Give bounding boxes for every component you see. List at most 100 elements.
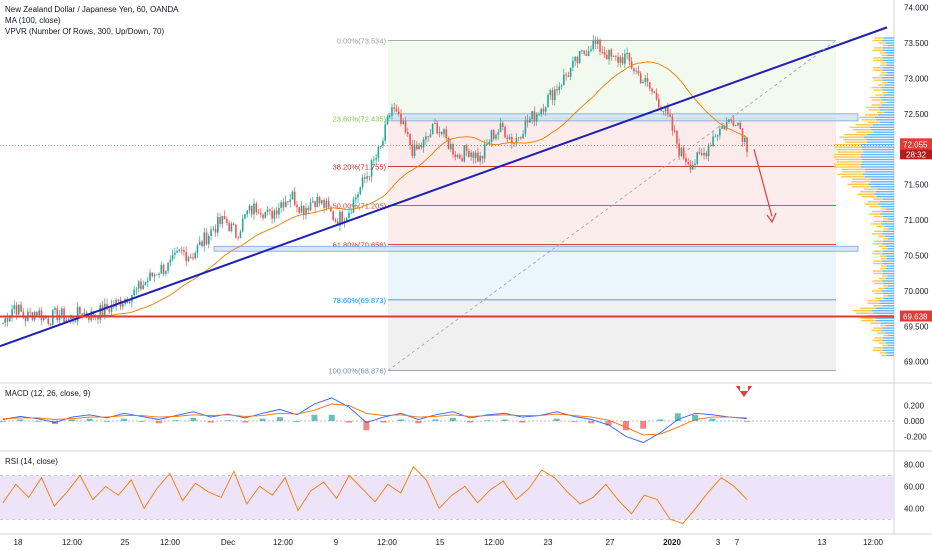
candle-body [76,306,79,322]
vp-up-bar [880,64,887,66]
fib-zone [388,244,836,300]
vp-up-bar [860,307,876,309]
candle-body [151,272,154,277]
candle-body [721,125,723,129]
macd-tick-label: -0.200 [904,432,927,441]
macd-histogram-bar [674,413,681,421]
candle-body [678,143,680,156]
vp-down-bar [879,109,894,111]
candle-body [703,152,705,156]
candle-body [20,304,22,312]
candle-body [576,56,579,63]
candle-body [646,78,649,83]
vp-up-bar [834,163,861,166]
vp-up-bar [845,141,868,143]
candle-body [257,212,260,214]
candle-body [463,145,466,162]
candle-body [192,257,194,259]
vp-up-bar [873,89,883,91]
candle-body [357,194,359,198]
candle-body [633,68,635,72]
vp-up-bar [869,96,881,99]
price-tick-label: 71.500 [904,181,929,190]
vp-up-bar [871,210,882,213]
vp-up-bar [882,238,888,240]
vp-down-bar [876,195,894,198]
candle-body [452,143,454,155]
candle-body [239,231,242,238]
candle-body [271,210,273,219]
vp-down-bar [885,42,894,44]
candle-body [97,316,99,320]
candle-body [350,212,353,214]
price-tick-label: 74.000 [904,4,929,13]
vp-down-bar [883,282,894,285]
candle-body [563,74,565,86]
candle-body [230,223,233,232]
vp-down-bar [876,119,894,121]
candle-body [667,107,669,115]
vp-up-bar [872,280,883,282]
candle-body [524,120,527,135]
candle-body [551,90,554,101]
vp-up-bar [834,156,861,158]
candle-body [178,249,181,251]
candle-body [592,40,595,50]
vp-down-bar [882,49,894,52]
candle-body [517,137,520,138]
candle-body [388,115,391,117]
vp-up-bar [840,176,865,178]
price-tick-label: 73.500 [904,39,929,48]
candle-body [501,123,504,127]
vp-up-bar [881,72,888,74]
macd-histogram-bar [744,421,750,422]
rsi-band [0,475,894,520]
vp-up-bar [876,111,885,114]
candle-body [203,232,206,247]
candle-body [549,90,552,95]
candle-body [492,130,495,139]
vp-down-bar [882,305,894,307]
candle-body [110,304,113,312]
fib-label: 78.60%(69.873) [333,296,387,305]
macd-histogram-bar [449,417,456,421]
vp-down-bar [883,297,894,300]
vp-down-bar [871,129,894,131]
time-tick-label: 13 [818,538,827,547]
vp-up-bar [860,191,876,193]
candle-body [354,197,357,200]
vp-up-bar [873,262,883,265]
candle-body [610,49,613,57]
vp-down-bar [882,220,894,223]
macd-histogram-bar [86,418,93,421]
candle-body [402,121,405,124]
candle-body [411,145,414,156]
vp-up-bar [835,158,862,161]
candle-body [302,205,305,215]
vp-down-bar [864,176,894,178]
candle-body [630,61,633,69]
candle-body [375,157,377,160]
vp-down-bar [882,47,894,49]
vp-down-bar [882,198,894,200]
candle-body [49,323,52,325]
vp-down-bar [861,143,894,146]
price-tick-label: 69.000 [904,358,929,367]
time-tick-label: Dec [221,538,235,547]
candle-body [621,57,624,64]
candle-body [24,317,27,321]
macd-label: MACD (12, 26, close, 9) [5,389,91,398]
candle-body [653,91,656,93]
macd-line [2,397,748,444]
candle-body [725,121,728,130]
time-tick-label: 9 [334,538,339,547]
vp-down-bar [884,332,894,334]
time-tick-label: 2020 [663,538,681,547]
candle-body [359,187,362,195]
candle-body [323,200,325,208]
vp-up-bar [834,143,862,146]
candle-body [581,50,583,52]
candle-body [642,81,644,84]
candle-body [553,89,556,101]
